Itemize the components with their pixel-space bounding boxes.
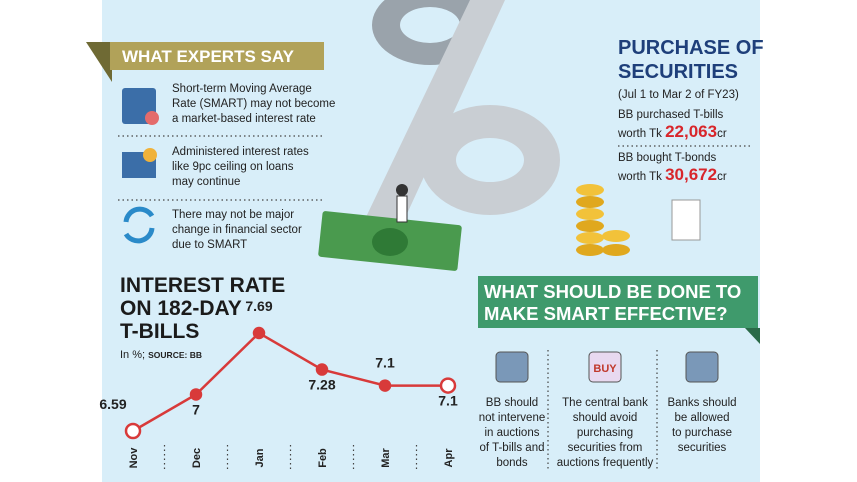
expert-text: Administered interest rates <box>172 146 309 158</box>
coins-illustration <box>576 184 701 256</box>
expert-text: may continue <box>172 176 240 188</box>
data-label: 7 <box>192 401 200 417</box>
action-text: securities <box>678 442 727 454</box>
purchase-text: BB purchased T-bills <box>618 109 724 121</box>
action-text: The central bank <box>562 397 648 409</box>
expert-text: Rate (SMART) may not become <box>172 98 335 110</box>
expert-text: due to SMART <box>172 239 247 251</box>
expert-text: There may not be major <box>172 209 294 221</box>
chart-title: ON 182-DAY <box>120 297 242 320</box>
x-tick-label: Apr <box>443 448 455 468</box>
action-text: be allowed <box>675 412 730 424</box>
data-point <box>315 363 329 376</box>
purchase-title: PURCHASE OF <box>618 37 764 59</box>
x-tick-label: Mar <box>380 448 392 468</box>
action-text: in auctions <box>485 427 540 439</box>
amount-unit: cr <box>717 128 727 140</box>
data-point <box>378 379 392 392</box>
action-text: should avoid <box>573 412 638 424</box>
section-heading: WHAT SHOULD BE DONE TO <box>484 281 741 302</box>
purchase-amount-line: worth Tk 30,672cr <box>617 165 727 184</box>
banner <box>478 276 758 328</box>
x-tick-label: Feb <box>317 448 329 468</box>
expert-list: Short-term Moving Average Rate (SMART) ma… <box>172 83 335 251</box>
unit-note: In %; <box>120 349 145 361</box>
x-tick-label: Nov <box>128 447 140 469</box>
data-point <box>189 388 203 401</box>
chart-title: INTEREST RATE <box>120 274 285 297</box>
amount: 30,672 <box>665 165 717 184</box>
data-point <box>439 377 457 394</box>
purchase-period: (Jul 1 to Mar 2 of FY23) <box>618 89 739 101</box>
banner <box>110 42 324 70</box>
purchase-text: BB bought T-bonds <box>618 152 716 164</box>
x-tick-label: Dec <box>191 448 203 468</box>
data-label: 7.1 <box>438 393 458 409</box>
action-text: bonds <box>496 457 528 469</box>
data-point <box>124 422 142 440</box>
action-text: of T-bills and <box>480 442 545 454</box>
action-text: auctions frequently <box>557 457 654 469</box>
source: SOURCE: BB <box>148 350 202 360</box>
action-text: BB should <box>486 397 538 409</box>
data-label: 7.1 <box>375 355 395 371</box>
action-text: Banks should <box>667 397 736 409</box>
percent-illustration <box>318 0 560 271</box>
amount: 22,063 <box>665 122 717 141</box>
expert-text: a market-based interest rate <box>172 113 316 125</box>
action-icon <box>588 351 622 383</box>
data-label: 6.59 <box>99 396 126 412</box>
action-text: not intervene <box>479 412 546 424</box>
section-heading: WHAT EXPERTS SAY <box>122 47 295 66</box>
expert-text: change in financial sector <box>172 224 302 236</box>
action-icon <box>495 351 529 383</box>
expert-text: like 9pc ceiling on loans <box>172 161 294 173</box>
data-line <box>132 331 448 433</box>
banner-fold <box>745 328 760 344</box>
amount-unit: cr <box>717 171 727 183</box>
data-point <box>252 326 266 340</box>
action-text: to purchase <box>672 427 732 439</box>
data-label: 7.69 <box>245 298 272 314</box>
action-icon <box>685 351 719 383</box>
action-icon-label: BUY <box>593 363 617 375</box>
expert-text: Short-term Moving Average <box>172 83 312 95</box>
amount-prefix: worth Tk <box>617 128 662 140</box>
amount-prefix: worth Tk <box>617 171 662 183</box>
purchase-amount-line: worth Tk 22,063cr <box>617 122 727 141</box>
purchase-title: SECURITIES <box>618 61 738 83</box>
section-heading: MAKE SMART EFFECTIVE? <box>484 303 728 324</box>
chart-subtitle: In %; SOURCE: BB <box>120 349 202 361</box>
banner-fold <box>86 42 112 82</box>
expert-icons <box>122 88 159 244</box>
data-label: 7.28 <box>308 377 335 393</box>
chart-title: T-BILLS <box>120 320 199 343</box>
action-text: purchasing <box>577 427 633 439</box>
action-list: BB should not intervene in auctions of T-bi… <box>479 351 737 469</box>
action-text: securities from <box>568 442 643 454</box>
x-tick-label: Jan <box>254 448 266 467</box>
